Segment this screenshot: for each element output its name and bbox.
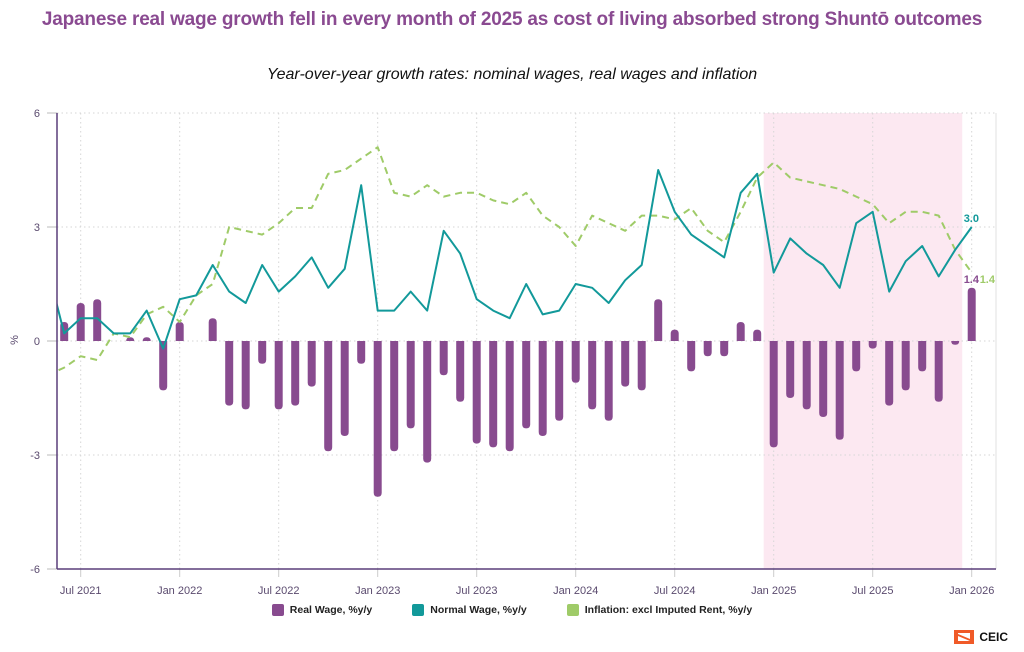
- x-tick-label: Jan 2024: [553, 585, 598, 597]
- real-wage-bar: [967, 287, 976, 341]
- ceic-logo-icon: [954, 630, 975, 644]
- inflation-line: [57, 146, 973, 373]
- real-wage-bar: [324, 341, 333, 452]
- y-tick-label: -6: [30, 564, 40, 576]
- real-wage-bar: [720, 341, 729, 357]
- line-layer: [57, 146, 973, 373]
- real-wage-bar: [472, 341, 481, 444]
- y-tick-label: 0: [34, 336, 40, 348]
- real-wage-bar: [390, 341, 399, 452]
- legend-item-nominal-wage[interactable]: Normal Wage, %y/y: [412, 604, 527, 616]
- x-tick-label: Jan 2025: [751, 585, 796, 597]
- real-wage-bar: [934, 341, 943, 402]
- real-wage-bar: [406, 341, 415, 429]
- real-wage-bar: [885, 341, 894, 406]
- real-wage-bar: [868, 341, 877, 349]
- y-axis-label: %: [9, 335, 21, 345]
- bar-layer: [60, 287, 976, 497]
- real-wage-bar: [439, 341, 448, 376]
- legend-item-inflation[interactable]: Inflation: excl Imputed Rent, %y/y: [566, 604, 753, 616]
- legend-item-real-wage[interactable]: Real Wage, %y/y: [271, 604, 373, 616]
- y-tick-label: 3: [34, 222, 40, 234]
- real-wage-bar: [852, 341, 861, 372]
- x-tick-label: Jul 2022: [258, 585, 300, 597]
- legend-label: Normal Wage, %y/y: [430, 604, 527, 616]
- inflation-end-label: 1.4: [980, 274, 996, 286]
- legend-label: Inflation: excl Imputed Rent, %y/y: [584, 604, 753, 616]
- real-wage-bar: [489, 341, 498, 448]
- x-tick-label: Jul 2025: [852, 585, 894, 597]
- real-wage-bar: [373, 341, 382, 497]
- real-wage-bar: [736, 322, 745, 341]
- real-wage-bar: [901, 341, 910, 391]
- legend-swatch-inflation: [566, 604, 579, 616]
- real-wage-bar: [208, 318, 217, 341]
- chart-subtitle: Year-over-year growth rates: nominal wag…: [266, 66, 758, 83]
- real-wage-bar: [687, 341, 696, 372]
- logo-text: CEIC: [979, 630, 1008, 644]
- real-wage-bar: [76, 303, 85, 341]
- real-wage-bar: [621, 341, 630, 387]
- real-wage-bar: [819, 341, 828, 417]
- nominal-wage-line: [57, 169, 973, 350]
- x-tick-label: Jan 2022: [157, 585, 202, 597]
- real-wage-bar: [753, 329, 762, 341]
- x-tick-label: Jul 2023: [456, 585, 498, 597]
- x-tick-label: Jan 2026: [949, 585, 994, 597]
- real-wage-bar: [175, 322, 184, 341]
- real-wage-bar: [456, 341, 465, 402]
- legend-label: Real Wage, %y/y: [289, 604, 373, 616]
- y-tick-label: -3: [30, 450, 40, 462]
- real-wage-bar: [654, 299, 663, 341]
- real-wage-bar: [241, 341, 250, 410]
- nominal-wage-end-label: 3.0: [964, 213, 979, 225]
- legend-swatch-real-wage: [271, 604, 284, 616]
- axis-layer: 6 3 0 -3 -6 Jul 2021 Jan 2022 Jul 2022 Jan 2023 J…: [9, 108, 997, 597]
- real-wage-bar: [769, 341, 778, 448]
- real-wage-bar: [786, 341, 795, 398]
- real-wage-bar: [802, 341, 811, 410]
- real-wage-bar: [951, 341, 960, 345]
- real-wage-end-label: 1.4: [964, 274, 980, 286]
- real-wage-bar: [258, 341, 267, 364]
- real-wage-bar: [357, 341, 366, 364]
- label-layer: 3.0 1.4 1.4: [964, 213, 996, 286]
- real-wage-bar: [571, 341, 580, 383]
- real-wage-bar: [274, 341, 283, 410]
- real-wage-bar: [142, 337, 151, 341]
- real-wage-bar: [604, 341, 613, 421]
- real-wage-bar: [522, 341, 531, 429]
- legend-swatch-nominal-wage: [412, 604, 425, 616]
- real-wage-bar: [670, 329, 679, 341]
- real-wage-bar: [291, 341, 300, 406]
- chart-title: Japanese real wage growth fell in every …: [41, 9, 983, 30]
- x-tick-label: Jan 2023: [355, 585, 400, 597]
- real-wage-bar: [918, 341, 927, 372]
- real-wage-bar: [307, 341, 316, 387]
- real-wage-bar: [588, 341, 597, 410]
- real-wage-bar: [159, 341, 168, 391]
- x-tick-label: Jul 2021: [60, 585, 102, 597]
- real-wage-bar: [505, 341, 514, 452]
- real-wage-bar: [703, 341, 712, 357]
- legend: Real Wage, %y/y Normal Wage, %y/y Inflat…: [0, 604, 1024, 616]
- real-wage-bar: [225, 341, 234, 406]
- real-wage-bar: [93, 299, 102, 341]
- real-wage-bar: [555, 341, 564, 421]
- real-wage-bar: [637, 341, 646, 391]
- real-wage-bar: [538, 341, 547, 436]
- x-tick-label: Jul 2024: [654, 585, 696, 597]
- chart-svg: 6 3 0 -3 -6 Jul 2021 Jan 2022 Jul 2022 Jan 2023 J…: [9, 108, 997, 597]
- y-tick-label: 6: [34, 108, 40, 120]
- ceic-logo: CEIC: [954, 630, 1008, 644]
- real-wage-bar: [423, 341, 432, 463]
- real-wage-bar: [835, 341, 844, 440]
- real-wage-bar: [340, 341, 349, 436]
- real-wage-bar: [126, 337, 135, 341]
